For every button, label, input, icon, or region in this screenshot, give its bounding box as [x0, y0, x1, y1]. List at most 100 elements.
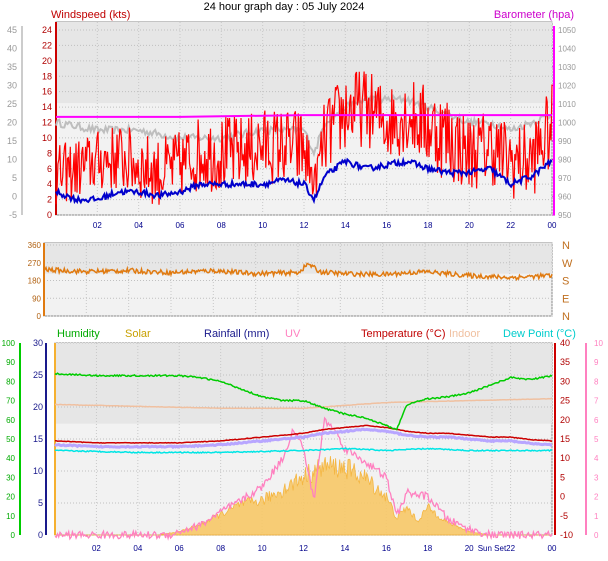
uv-label: UV	[285, 328, 301, 340]
temp-x-tick: 12	[299, 544, 308, 553]
dir-tick-label: 180	[28, 277, 42, 286]
wind-outer-tick-label: 35	[7, 62, 17, 72]
rain-tick-label: 10	[33, 466, 43, 476]
baro-tick-label: 990	[558, 137, 572, 146]
wind-outer-tick-label: 5	[12, 173, 17, 183]
windspeed-line	[55, 71, 553, 205]
rain-tick-label: 15	[33, 434, 43, 444]
wind-x-tick: 18	[424, 221, 433, 230]
wind-outer-tick-label: 40	[7, 44, 17, 54]
dir-tick-label: 90	[32, 294, 41, 303]
dir-compass-label: W	[562, 258, 573, 270]
indoor-line	[54, 397, 552, 410]
uv-tick-label: 8	[594, 377, 599, 386]
temp-tick-label: 20	[560, 415, 570, 425]
rainfall-label: Rainfall (mm)	[204, 328, 269, 340]
humidity-tick-label: 0	[11, 531, 16, 540]
wind-tick-label: 0	[47, 210, 52, 220]
wind-tick-label: 12	[42, 118, 52, 128]
temp-tick-label: 10	[560, 453, 570, 463]
temp-x-tick: 20	[465, 544, 474, 553]
wind-tick-label: 16	[42, 87, 52, 97]
humidity-tick-label: 20	[6, 493, 15, 502]
temp-tick-label: -10	[560, 530, 573, 540]
dir-compass-label: N	[562, 311, 570, 323]
wind-x-tick: 22	[506, 221, 515, 230]
wind-tick-label: 24	[42, 25, 52, 35]
humidity-tick-label: 70	[6, 397, 15, 406]
apparent-line	[54, 427, 552, 450]
humidity-tick-label: 10	[6, 512, 15, 521]
windspeed-label: Windspeed (kts)	[51, 9, 130, 21]
humidity-label: Humidity	[57, 328, 100, 340]
uv-tick-label: 0	[594, 531, 599, 540]
baro-tick-label: 1000	[558, 119, 576, 128]
dir-compass-label: E	[562, 293, 569, 305]
uv-line	[54, 416, 553, 541]
wind-direction-line	[43, 262, 553, 282]
wind-tick-label: 14	[42, 102, 52, 112]
humidity-tick-label: 30	[6, 473, 15, 482]
humidity-tick-label: 100	[2, 339, 16, 348]
wind-tick-label: 6	[47, 164, 52, 174]
dewpoint-label: Dew Point (°C)	[503, 328, 576, 340]
temp-tick-label: 30	[560, 376, 570, 386]
uv-tick-label: 2	[594, 493, 599, 502]
baro-tick-label: 960	[558, 193, 572, 202]
wind-tick-label: 10	[42, 133, 52, 143]
temp-tick-label: 35	[560, 357, 570, 367]
wind-x-tick: 02	[93, 221, 102, 230]
uv-tick-label: 9	[594, 358, 599, 367]
temp-x-tick: 22	[506, 544, 515, 553]
humidity-line	[54, 372, 553, 431]
rain-tick-label: 25	[33, 370, 43, 380]
barometer-line	[56, 114, 552, 118]
baro-tick-label: 950	[558, 211, 572, 220]
dir-compass-label: S	[562, 276, 569, 288]
dewpoint-line	[55, 447, 553, 454]
wind-x-tick: 10	[258, 221, 267, 230]
wind-panel-shade	[56, 22, 552, 104]
uv-tick-label: 4	[594, 454, 599, 463]
uv-tick-label: 10	[594, 339, 603, 348]
wind-tick-label: 18	[42, 71, 52, 81]
rain-tick-label: 5	[38, 498, 43, 508]
rain-tick-label: 30	[33, 338, 43, 348]
rain-tick-label: 20	[33, 402, 43, 412]
temp-x-tick: 14	[340, 544, 349, 553]
wind-outer-tick-label: 45	[7, 25, 17, 35]
wind-x-tick: 14	[341, 221, 350, 230]
wind-average-line	[55, 156, 553, 205]
temperature-panel-shade	[55, 343, 552, 424]
wind-outer-tick-label: 20	[7, 118, 17, 128]
temp-x-tick: Sun Set	[478, 544, 507, 553]
wind-outer-tick-label: 25	[7, 99, 17, 109]
uv-tick-label: 1	[594, 512, 599, 521]
temp-tick-label: 40	[560, 338, 570, 348]
uv-tick-label: 6	[594, 416, 599, 425]
wind-x-tick: 12	[300, 221, 309, 230]
baro-tick-label: 1010	[558, 100, 576, 109]
solar-label: Solar	[125, 328, 151, 340]
wind-outer-tick-label: 30	[7, 81, 17, 91]
temp-x-tick: 04	[133, 544, 142, 553]
wind-outer-tick-label: 0	[12, 192, 17, 202]
baro-tick-label: 970	[558, 174, 572, 183]
solar-area	[55, 456, 552, 536]
humidity-tick-label: 90	[6, 358, 15, 367]
wind-x-tick: 04	[134, 221, 143, 230]
wind-x-tick: 16	[382, 221, 391, 230]
wind-tick-label: 8	[47, 148, 52, 158]
wind-tick-label: 2	[47, 195, 52, 205]
humidity-tick-label: 80	[6, 377, 15, 386]
baro-tick-label: 1020	[558, 82, 576, 91]
temp-x-tick: 02	[92, 544, 101, 553]
wind-tick-label: 22	[42, 40, 52, 50]
dir-tick-label: 360	[28, 241, 42, 250]
wind-outer-tick-label: 15	[7, 136, 17, 146]
wind-x-tick: 00	[548, 221, 557, 230]
temp-x-tick: 00	[548, 544, 557, 553]
uv-tick-label: 3	[594, 473, 599, 482]
